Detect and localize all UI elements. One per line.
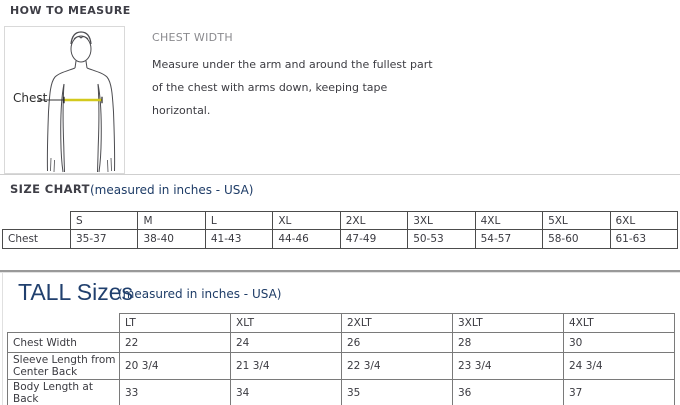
description-line: Measure under the arm and around the ful… xyxy=(152,58,433,71)
chest-value: 47-49 xyxy=(339,229,409,249)
chest-width-description: CHEST WIDTH Measure under the arm and ar… xyxy=(152,31,433,122)
chest-value: 50-53 xyxy=(407,229,476,249)
table-row: Chest Width 22 24 26 28 30 xyxy=(7,332,675,353)
tall-size-column-header: 2XLT xyxy=(341,313,453,333)
measurement-figure: Chest xyxy=(4,26,125,174)
size-column-header: 4XL xyxy=(474,211,544,230)
size-column-header: 3XL xyxy=(407,211,476,230)
measurement-value: 36 xyxy=(452,379,564,405)
row-label: Body Length at Back xyxy=(7,379,120,405)
corner-cell xyxy=(2,211,71,230)
measurement-value: 37 xyxy=(563,379,675,405)
size-column-header: L xyxy=(204,211,274,230)
body-outline-illustration xyxy=(38,31,116,173)
size-chart-subtitle: (measured in inches - USA) xyxy=(90,183,254,197)
chest-value: 54-57 xyxy=(474,229,544,249)
chest-width-heading: CHEST WIDTH xyxy=(152,31,233,44)
chest-value: 58-60 xyxy=(542,229,611,249)
measurement-value: 33 xyxy=(119,379,231,405)
tall-size-column-header: 3XLT xyxy=(452,313,564,333)
size-column-header: 2XL xyxy=(339,211,409,230)
tall-sizes-title: TALL Sizes xyxy=(18,279,134,305)
size-column-header: XL xyxy=(272,211,341,230)
how-to-measure-title: HOW TO MEASURE xyxy=(10,4,131,17)
size-column-header: 5XL xyxy=(542,211,611,230)
chest-figure-label: Chest xyxy=(13,91,48,105)
chest-value: 61-63 xyxy=(609,229,678,249)
row-label: Chest xyxy=(2,229,71,249)
row-label: Chest Width xyxy=(7,332,120,353)
size-column-header: M xyxy=(137,211,206,230)
measurement-value: 22 3/4 xyxy=(341,352,453,380)
chest-value: 35-37 xyxy=(69,229,139,249)
chest-value: 44-46 xyxy=(272,229,341,249)
table-header-row: LT XLT 2XLT 3XLT 4XLT xyxy=(7,313,675,333)
measurement-value: 28 xyxy=(452,332,564,353)
size-chart-table: S M L XL 2XL 3XL 4XL 5XL 6XL Chest 35-37… xyxy=(2,211,678,249)
measurement-value: 22 xyxy=(119,332,231,353)
size-column-header: 6XL xyxy=(609,211,678,230)
table-row: Body Length at Back 33 34 35 36 37 xyxy=(7,379,675,405)
measurement-value: 34 xyxy=(230,379,342,405)
measurement-value: 20 3/4 xyxy=(119,352,231,380)
description-line: horizontal. xyxy=(152,104,211,117)
tall-size-column-header: 4XLT xyxy=(563,313,675,333)
tall-sizes-table: LT XLT 2XLT 3XLT 4XLT Chest Width 22 24 … xyxy=(7,313,675,405)
measurement-value: 24 xyxy=(230,332,342,353)
module-divider-shadow xyxy=(0,272,680,273)
measurement-value: 35 xyxy=(341,379,453,405)
measurement-value: 23 3/4 xyxy=(452,352,564,380)
tall-sizes-subtitle: (measured in inches - USA) xyxy=(118,287,282,301)
chest-value: 41-43 xyxy=(204,229,274,249)
measurement-value: 24 3/4 xyxy=(563,352,675,380)
measurement-value: 30 xyxy=(563,332,675,353)
measurement-value: 21 3/4 xyxy=(230,352,342,380)
tall-size-column-header: LT xyxy=(119,313,231,333)
module-left-border xyxy=(2,273,3,405)
table-header-row: S M L XL 2XL 3XL 4XL 5XL 6XL xyxy=(2,211,678,230)
section-divider xyxy=(0,174,680,175)
measurement-value: 26 xyxy=(341,332,453,353)
corner-cell xyxy=(7,313,120,333)
description-line: of the chest with arms down, keeping tap… xyxy=(152,81,388,94)
table-row: Chest 35-37 38-40 41-43 44-46 47-49 50-5… xyxy=(2,229,678,249)
size-column-header: S xyxy=(69,211,139,230)
table-row: Sleeve Length from Center Back 20 3/4 21… xyxy=(7,352,675,380)
size-chart-title: SIZE CHART xyxy=(10,182,90,196)
row-label: Sleeve Length from Center Back xyxy=(7,352,120,380)
module-divider xyxy=(0,270,680,272)
chest-value: 38-40 xyxy=(137,229,206,249)
tall-size-column-header: XLT xyxy=(230,313,342,333)
